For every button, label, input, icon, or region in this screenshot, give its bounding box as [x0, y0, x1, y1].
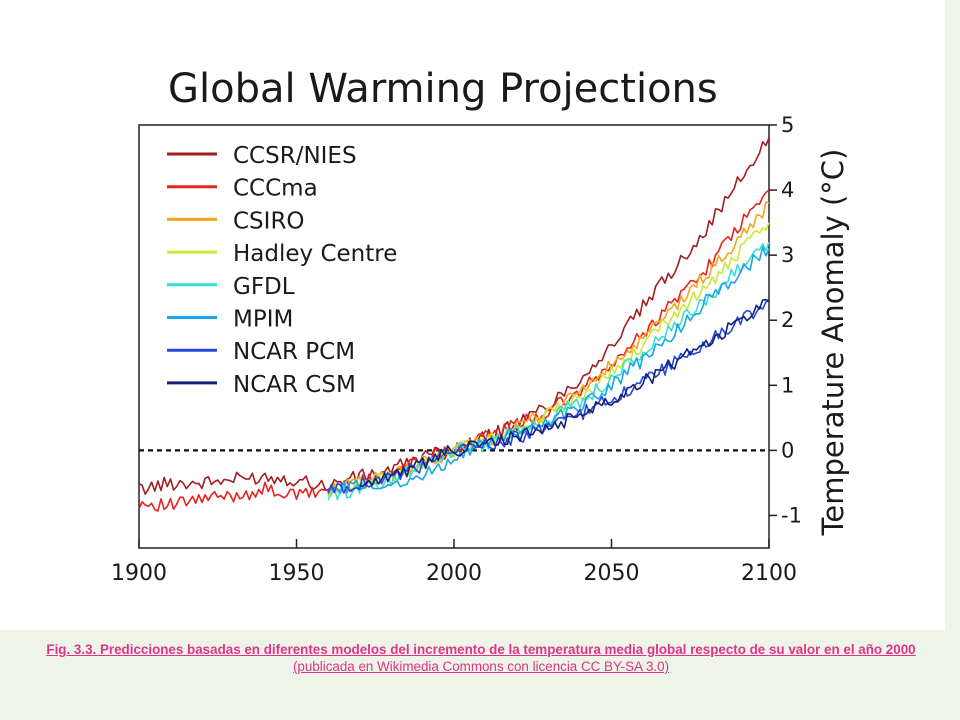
series-line-mpim	[327, 246, 770, 494]
caption-main-link[interactable]: Fig. 3.3. Predicciones basadas en difere…	[46, 642, 916, 657]
chart-title: Global Warming Projections	[168, 66, 718, 112]
y-tick-label: 3	[781, 243, 794, 267]
y-tick-label: 2	[781, 308, 794, 332]
legend-label: NCAR PCM	[233, 339, 355, 365]
series-line-ncar-pcm	[327, 299, 770, 494]
legend-label: GFDL	[233, 274, 295, 300]
chart-svg: Global Warming Projections 1900 1950 2000 2…	[111, 66, 850, 586]
legend-label: CCSR/NIES	[233, 143, 357, 169]
figure-caption[interactable]: Fig. 3.3. Predicciones basadas en difere…	[18, 641, 944, 675]
chart-figure: Global Warming Projections 1900 1950 2000 2…	[110, 58, 850, 586]
y-tick-label: -1	[781, 503, 802, 527]
caption-source-link[interactable]: (publicada en Wikimedia Commons con lice…	[292, 659, 670, 674]
legend-label: Hadley Centre	[233, 241, 397, 267]
plot-layer: 1900 1950 2000 2050 2100 -1 0 1 2 3 4 5 CCSR/NIES CCC…	[111, 113, 802, 586]
x-tick-label: 1900	[111, 561, 167, 586]
y-tick-label: 4	[781, 178, 794, 202]
y-tick-label: 1	[781, 373, 794, 397]
legend-label: CCCma	[233, 176, 318, 202]
y-tick-label: 0	[781, 438, 794, 462]
legend-label: CSIRO	[233, 208, 305, 234]
legend-label: NCAR CSM	[233, 372, 356, 398]
slide-right-strip	[945, 0, 960, 720]
x-tick-label: 2000	[426, 561, 482, 586]
x-tick-label: 1950	[269, 561, 325, 586]
x-tick-label: 2100	[741, 561, 797, 586]
series-line-csiro	[327, 201, 770, 497]
y-tick-label: 5	[781, 113, 794, 137]
legend-label: MPIM	[233, 307, 293, 333]
series-line-ncar-csm	[359, 298, 770, 488]
y-axis-label: Temperature Anomaly (°C)	[816, 149, 850, 537]
x-tick-label: 2050	[584, 561, 640, 586]
